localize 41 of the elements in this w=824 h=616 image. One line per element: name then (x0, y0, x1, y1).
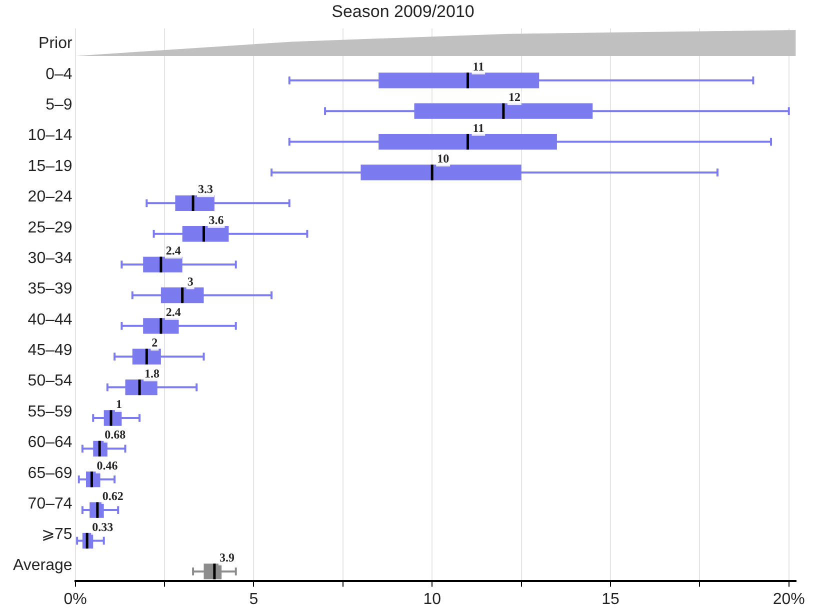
y-tick-label: Average (12, 556, 72, 574)
text: 3.9 (219, 550, 234, 564)
y-tick-label: 25–29 (28, 219, 72, 236)
y-tick-label: 70–74 (28, 495, 72, 512)
text: 12 (508, 90, 520, 104)
y-tick-label: 60–64 (28, 434, 72, 452)
y-tick-label: Prior (38, 35, 73, 52)
x-tick-label: 0% (64, 590, 87, 608)
y-tick-label: 45–49 (28, 342, 72, 360)
y-tick-label: 65–69 (28, 464, 72, 482)
y-tick-label: 5–9 (46, 96, 72, 114)
y-tick-label: 35–39 (28, 280, 72, 298)
chart-title: Season 2009/2010 (332, 2, 474, 21)
text: 11 (472, 59, 484, 74)
y-tick-label: 15–19 (28, 158, 72, 175)
text: 1.8 (144, 366, 160, 380)
y-tick-label: 10–14 (28, 127, 72, 144)
text: 0.33 (92, 520, 114, 534)
text: 3.6 (208, 212, 224, 227)
x-tick-label: 15 (602, 590, 620, 608)
y-tick-label: 30–34 (28, 250, 72, 267)
text: 2.4 (166, 244, 181, 258)
text: 10 (437, 152, 450, 166)
text: 2 (152, 336, 158, 350)
text: 2.4 (166, 304, 181, 319)
x-tick-label: 20% (772, 590, 805, 608)
text: 1 (116, 397, 122, 412)
text: 3.3 (198, 182, 214, 196)
y-tick-label: 40–44 (28, 311, 72, 328)
y-tick-label: 0–4 (46, 66, 72, 83)
text: 3 (187, 274, 194, 288)
x-tick-label: 10 (423, 590, 442, 608)
text: 0.62 (102, 489, 124, 504)
text: 0.46 (96, 458, 118, 472)
text: 11 (472, 120, 484, 135)
y-tick-label: 55–59 (28, 403, 72, 420)
y-tick-label: ⩾75 (42, 526, 72, 544)
y-tick-label: 20–24 (28, 188, 72, 206)
y-tick-label: 50–54 (28, 372, 72, 390)
text: 0.68 (104, 428, 126, 442)
x-tick-label: 5 (249, 590, 258, 608)
